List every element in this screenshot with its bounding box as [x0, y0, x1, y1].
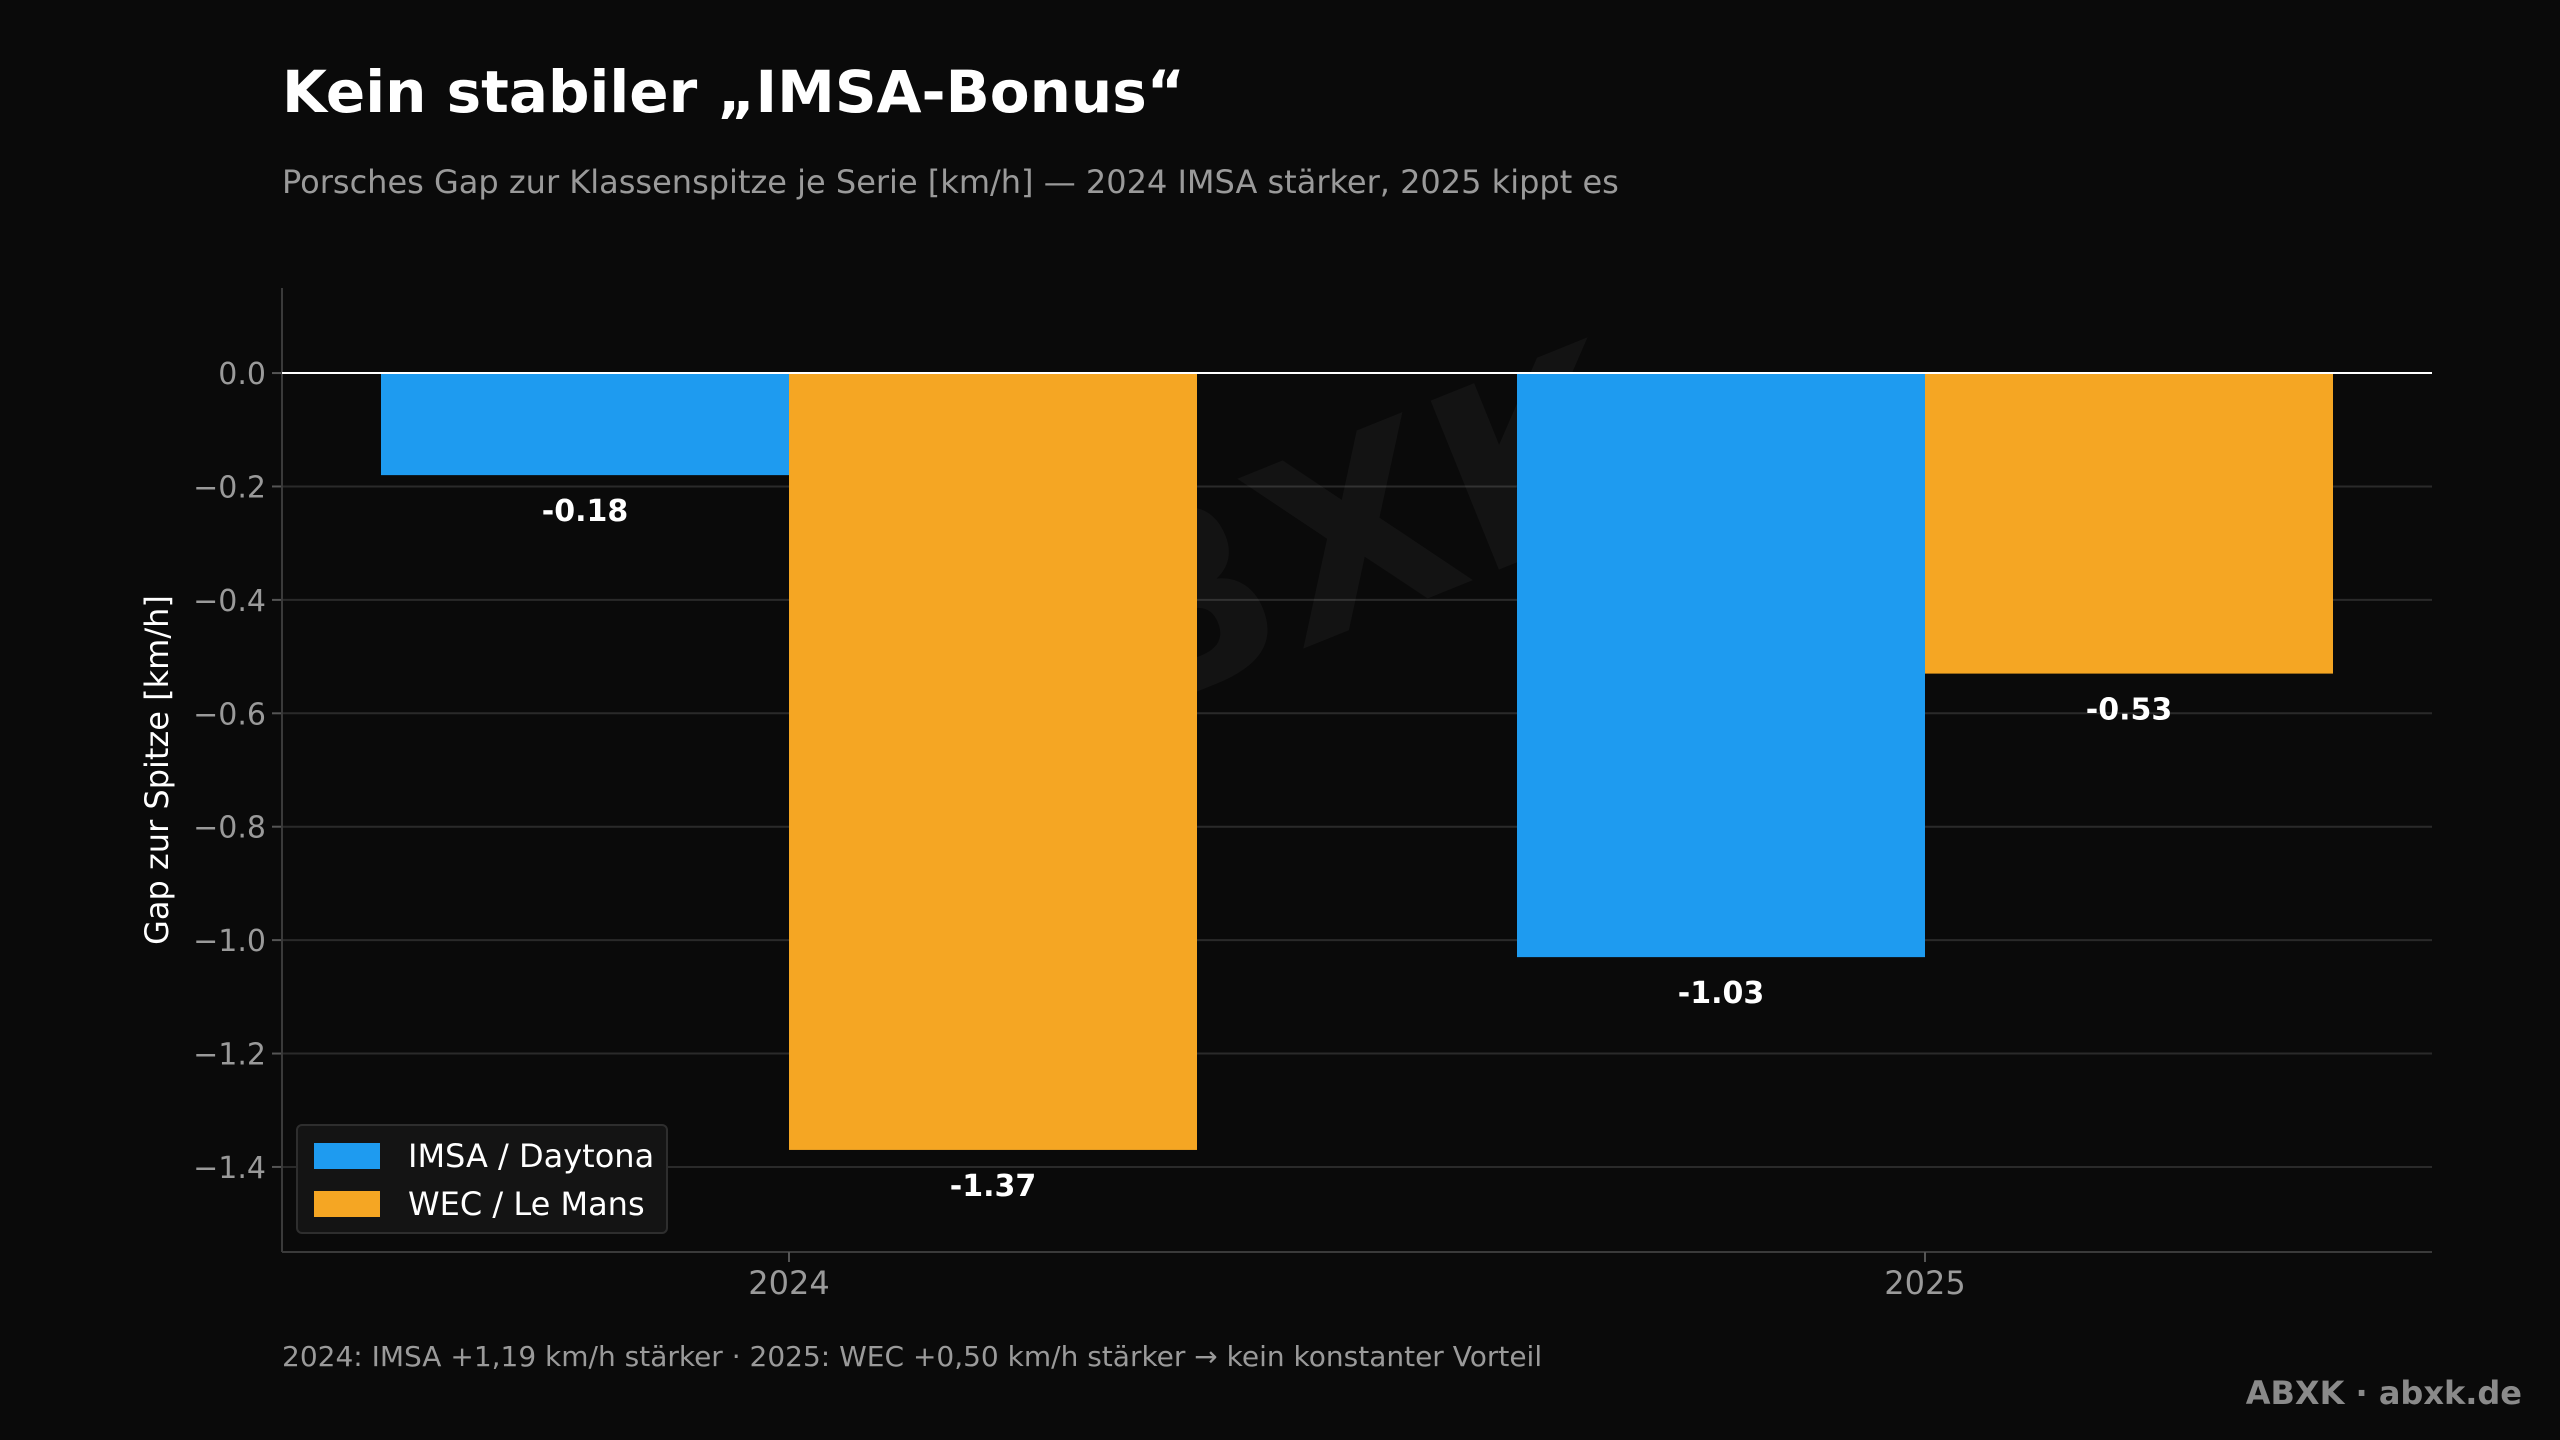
x-tick-label: 2024: [748, 1264, 829, 1302]
legend-label-imsa: IMSA / Daytona: [408, 1137, 655, 1175]
y-tick-label: −0.6: [193, 697, 266, 732]
chart-subtitle: Porsches Gap zur Klassenspitze je Serie …: [282, 163, 1619, 201]
y-tick-label: −0.8: [193, 811, 266, 846]
y-tick-label: −1.0: [193, 924, 266, 959]
data-label: -0.18: [542, 494, 628, 529]
chart-title: Kein stabiler „IMSA-Bonus“: [282, 58, 1185, 126]
x-tick-label: 2025: [1884, 1264, 1965, 1302]
legend-item-imsa: IMSA / Daytona: [314, 1136, 654, 1176]
footnote: 2024: IMSA +1,19 km/h stärker · 2025: WE…: [282, 1340, 1543, 1373]
legend-item-wec: WEC / Le Mans: [314, 1184, 645, 1224]
data-label: -0.53: [2086, 693, 2172, 728]
bars: [381, 373, 2333, 1150]
data-labels: -0.18 -1.03 -1.37 -0.53: [542, 494, 2172, 1204]
y-tick-label: 0.0: [218, 357, 266, 392]
legend-swatch-imsa: [314, 1143, 380, 1169]
y-tick-label: −0.2: [193, 470, 266, 505]
legend-label-wec: WEC / Le Mans: [408, 1185, 645, 1223]
bar-wec-2024: [789, 373, 1197, 1150]
y-tick-label: −0.4: [193, 584, 266, 619]
legend: IMSA / Daytona WEC / Le Mans: [296, 1124, 668, 1234]
y-tick-label: −1.2: [193, 1038, 266, 1073]
data-label: -1.37: [950, 1169, 1036, 1204]
grid-lines: [282, 485, 2432, 1168]
legend-swatch-wec: [314, 1191, 380, 1217]
axes: 0.0 −0.2 −0.4 −0.6 −0.8 −1.0 −1.2 −1.4 2024 2025: [193, 288, 2432, 1302]
bar-imsa-2024: [381, 373, 789, 476]
brand-credit: ABXK · abxk.de: [2245, 1374, 2522, 1412]
data-label: -1.03: [1678, 976, 1764, 1011]
y-axis-label: Gap zur Spitze [km/h]: [138, 595, 176, 945]
bar-wec-2025: [1925, 373, 2333, 674]
bar-imsa-2025: [1517, 373, 1925, 958]
y-tick-label: −1.4: [193, 1151, 266, 1186]
